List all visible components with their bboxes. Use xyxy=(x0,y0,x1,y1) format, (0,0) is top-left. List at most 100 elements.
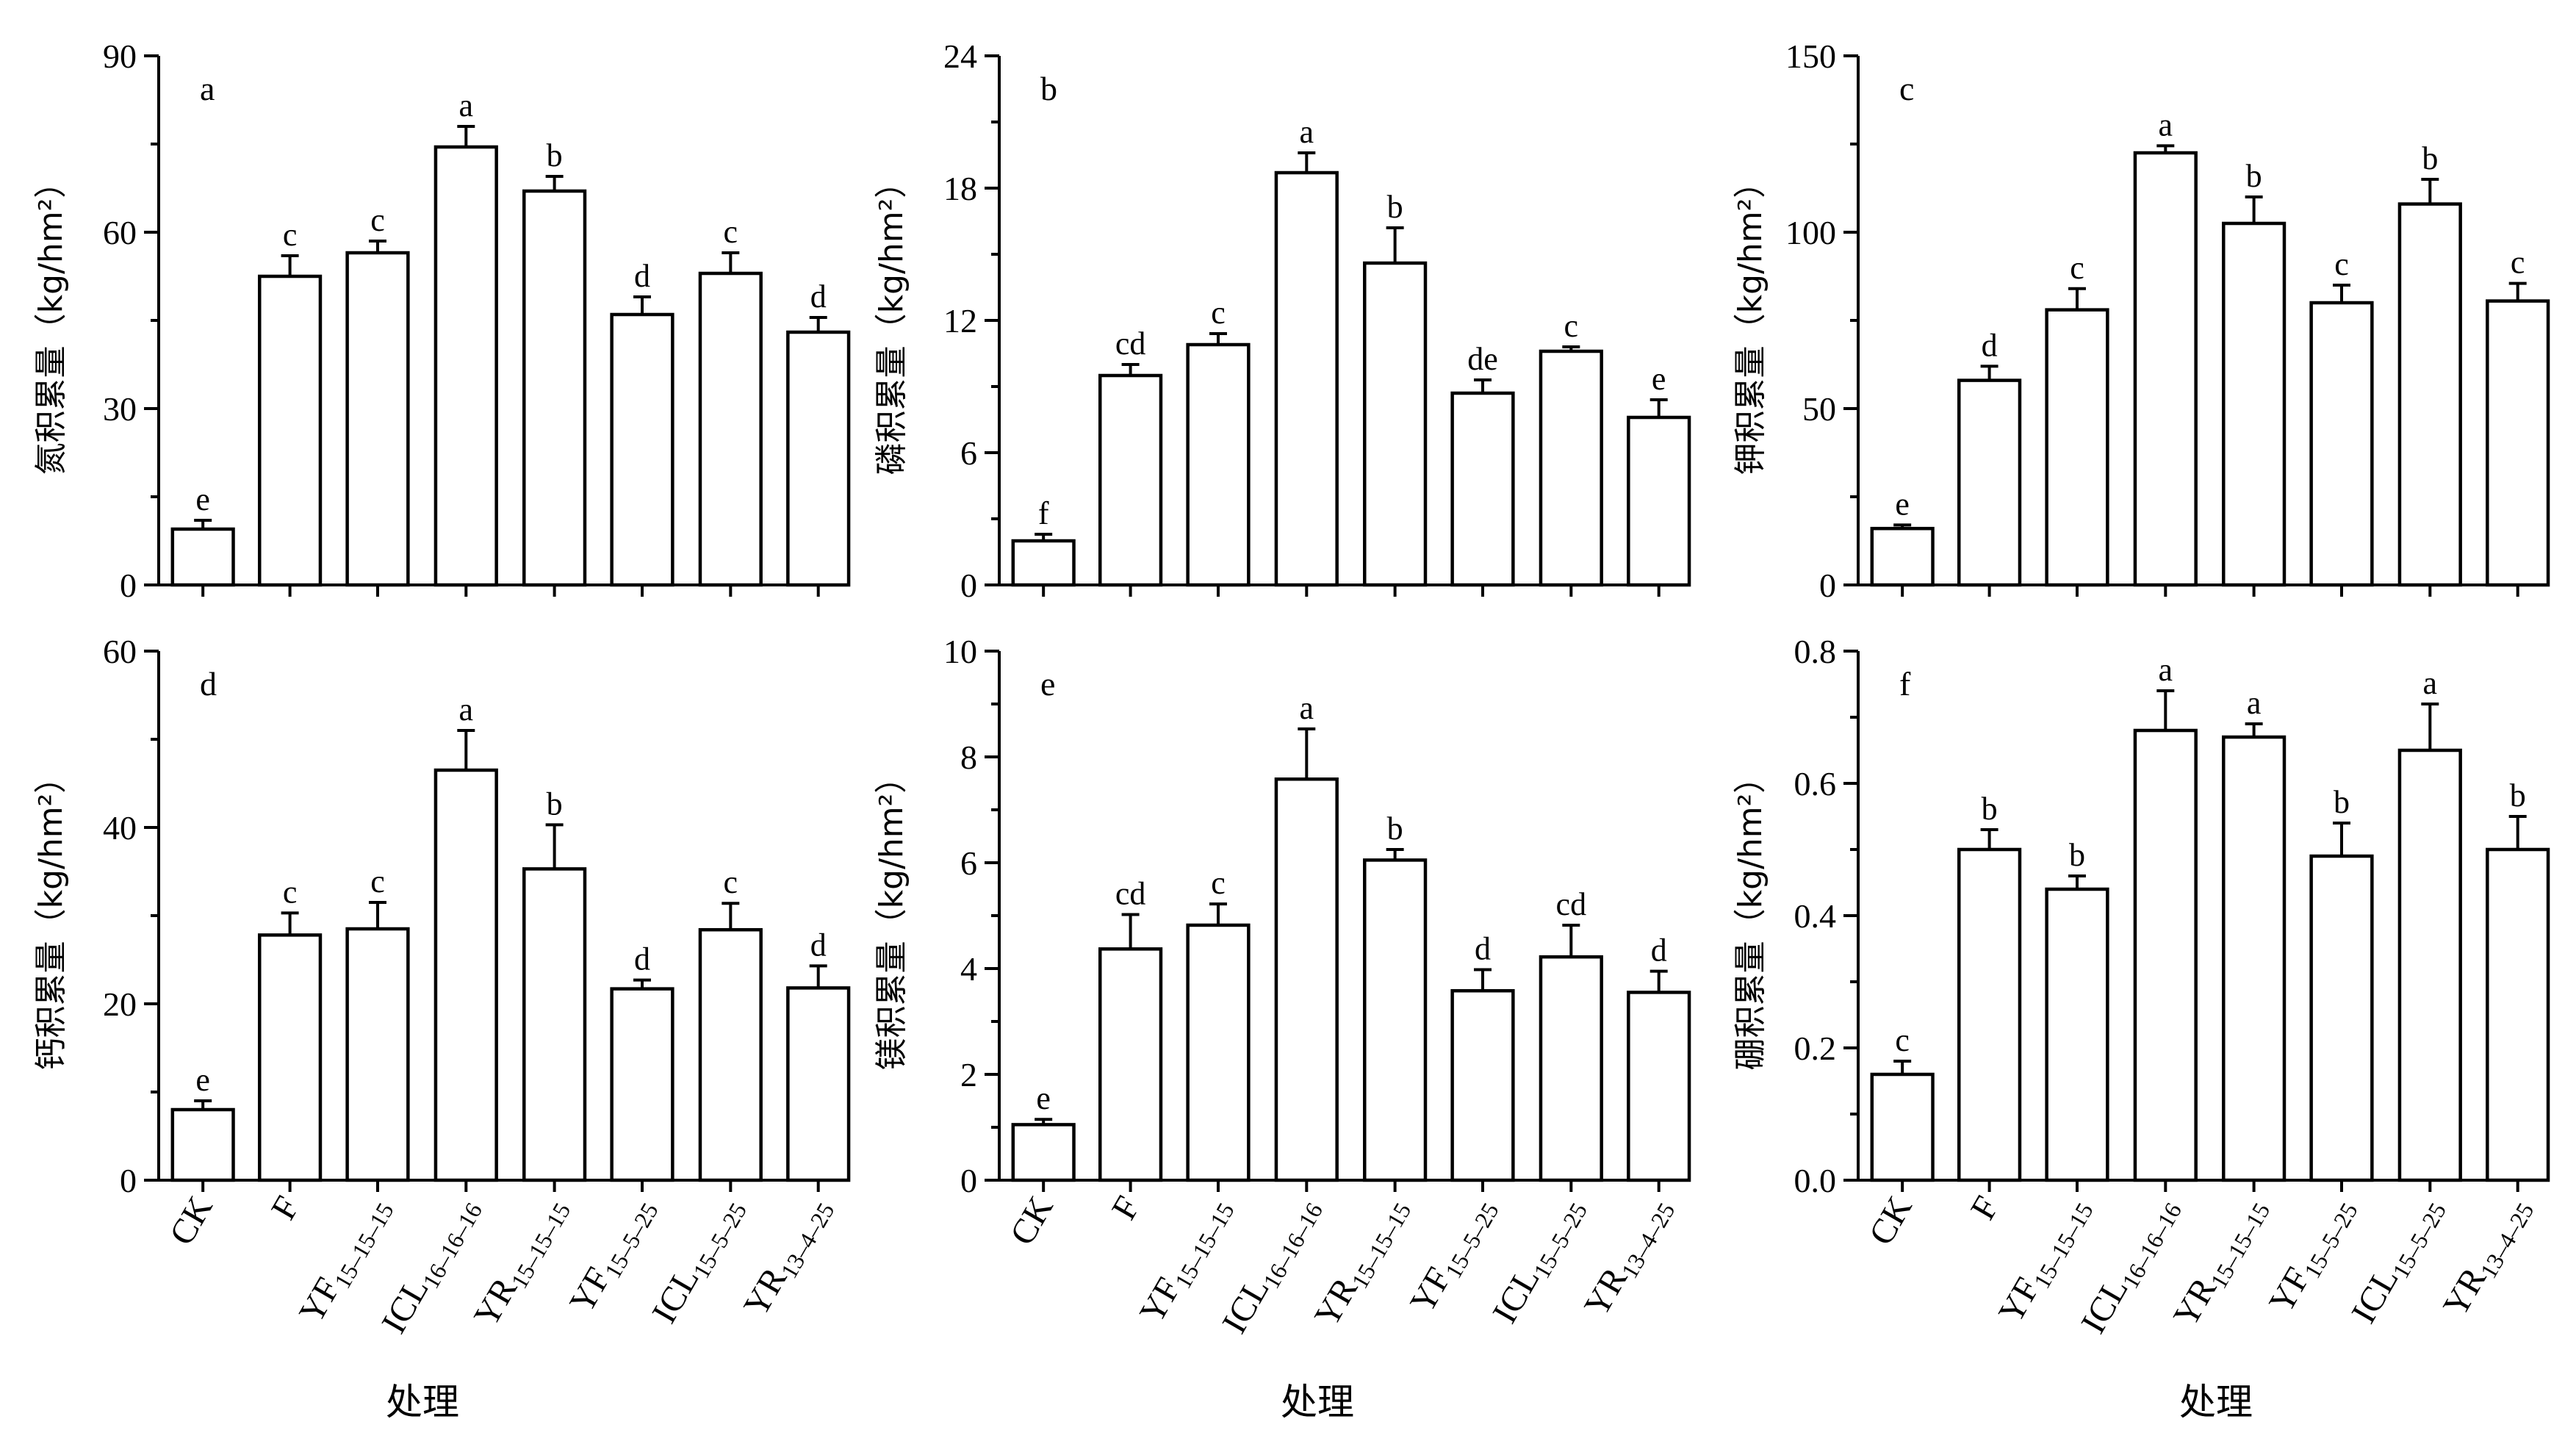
significance-label: c xyxy=(1211,295,1226,331)
x-tick-label-main: F xyxy=(1104,1190,1148,1226)
x-tick-label: YF15–5–25 xyxy=(2262,1190,2363,1322)
x-tick-label: F xyxy=(264,1190,307,1226)
y-tick-label: 0.2 xyxy=(1794,1030,1837,1067)
bar-5 xyxy=(2222,735,2287,1182)
bar-3 xyxy=(2045,308,2109,587)
x-tick-label-subscript: 13–4–25 xyxy=(775,1199,839,1283)
bar-6 xyxy=(610,312,674,587)
bar-3 xyxy=(345,251,410,587)
bar-6 xyxy=(2309,301,2374,587)
x-tick-label-subscript: 16–16–16 xyxy=(2117,1199,2187,1293)
significance-label: a xyxy=(2423,665,2438,701)
significance-label: cd xyxy=(1115,876,1146,912)
significance-label: e xyxy=(1652,361,1666,397)
x-axis-title-col-1: 处理 xyxy=(386,1381,459,1423)
x-tick-label-subscript: 15–5–25 xyxy=(1440,1199,1504,1283)
bar-5 xyxy=(522,867,587,1182)
bar-2 xyxy=(257,274,323,587)
significance-label: e xyxy=(195,1062,210,1098)
x-tick-label-subscript: 15–15–15 xyxy=(1170,1199,1240,1293)
bar-3 xyxy=(1186,342,1251,587)
y-tick-label: 24 xyxy=(943,37,977,75)
y-tick-label: 2 xyxy=(960,1056,977,1093)
bar-4 xyxy=(2133,151,2198,587)
y-tick-label: 0 xyxy=(1819,567,1836,604)
x-tick-label-subscript: 15–5–25 xyxy=(2299,1199,2363,1283)
bar-6 xyxy=(610,987,674,1182)
significance-label: d xyxy=(1651,933,1667,969)
y-tick-label: 60 xyxy=(103,633,137,670)
bar-8 xyxy=(786,986,851,1182)
y-axis-title: 钾积累量（kg/hm²） xyxy=(1732,166,1769,475)
significance-label: c xyxy=(370,863,385,899)
significance-label: c xyxy=(1564,308,1579,344)
bar-8 xyxy=(1627,991,1691,1182)
significance-label: c xyxy=(283,217,298,253)
x-tick-label-subscript: 15–5–25 xyxy=(688,1199,752,1283)
significance-label: b xyxy=(2069,837,2085,873)
x-tick-label-main: CK xyxy=(1861,1190,1919,1252)
panel-label-f: f xyxy=(1899,665,1911,703)
significance-label: c xyxy=(2070,250,2084,286)
bar-5 xyxy=(2222,221,2287,587)
y-tick-label: 0 xyxy=(120,1162,137,1199)
y-tick-label: 50 xyxy=(1802,390,1836,428)
bar-3 xyxy=(345,927,410,1182)
y-tick-label: 0.8 xyxy=(1794,633,1837,670)
y-axis-title: 钙积累量（kg/hm²） xyxy=(32,761,70,1071)
y-tick-label: 30 xyxy=(103,390,137,428)
bar-7 xyxy=(1539,349,1603,587)
significance-label: d xyxy=(634,258,650,294)
x-tick-label-subscript: 15–5–25 xyxy=(1528,1199,1592,1283)
x-tick-label-subscript: 15–5–25 xyxy=(2387,1199,2451,1283)
bar-1 xyxy=(1011,539,1076,587)
panel-label-a: a xyxy=(200,70,215,107)
significance-label: de xyxy=(1467,341,1498,377)
significance-label: cd xyxy=(1115,326,1146,362)
x-axis-title-col-2: 处理 xyxy=(1281,1381,1354,1423)
panel-label-e: e xyxy=(1040,665,1055,703)
y-tick-label: 0 xyxy=(960,567,977,604)
x-tick-label-main: F xyxy=(1963,1190,2007,1226)
y-axis-title: 镁积累量（kg/hm²） xyxy=(873,761,910,1071)
y-tick-label: 90 xyxy=(103,37,137,75)
bar-2 xyxy=(1098,373,1163,587)
significance-label: b xyxy=(1387,811,1403,847)
x-tick-label-subscript: 16–16–16 xyxy=(1258,1199,1328,1293)
x-tick-label-main: CK xyxy=(162,1190,220,1252)
significance-label: c xyxy=(370,202,385,238)
x-tick-label-subscript: 16–16–16 xyxy=(417,1199,487,1293)
bar-8 xyxy=(1627,415,1691,587)
bar-5 xyxy=(1363,261,1428,587)
x-axis-title-col-3: 处理 xyxy=(2179,1381,2253,1423)
bar-7 xyxy=(2397,202,2462,587)
bar-1 xyxy=(170,1107,235,1182)
bar-7 xyxy=(698,271,763,587)
y-axis-title: 硼积累量（kg/hm²） xyxy=(1732,761,1769,1071)
bar-1 xyxy=(170,527,235,587)
bar-6 xyxy=(1450,988,1515,1182)
y-tick-label: 4 xyxy=(960,950,977,988)
x-tick-label-subscript: 13–4–25 xyxy=(2475,1199,2539,1283)
y-tick-label: 8 xyxy=(960,739,977,776)
significance-label: c xyxy=(1211,865,1226,901)
significance-label: a xyxy=(2159,107,2173,143)
y-tick-label: 0 xyxy=(120,567,137,604)
bar-2 xyxy=(1098,947,1163,1182)
bar-1 xyxy=(1870,526,1935,587)
significance-label: e xyxy=(1036,1080,1051,1116)
significance-label: b xyxy=(1982,791,1998,827)
significance-label: b xyxy=(547,786,563,822)
x-tick-label-subscript: 15–15–15 xyxy=(2029,1199,2098,1293)
x-tick-label: YF15–5–25 xyxy=(562,1190,663,1322)
significance-label: c xyxy=(724,864,738,900)
y-tick-label: 6 xyxy=(960,434,977,472)
y-tick-label: 60 xyxy=(103,214,137,251)
significance-label: a xyxy=(459,692,474,728)
y-tick-label: 100 xyxy=(1785,214,1836,251)
bar-2 xyxy=(1957,378,2022,587)
bar-1 xyxy=(1870,1072,1935,1182)
y-axis-title: 磷积累量（kg/hm²） xyxy=(873,166,910,475)
